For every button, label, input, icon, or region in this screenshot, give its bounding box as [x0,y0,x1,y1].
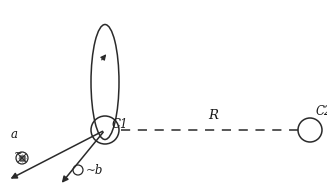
Text: a: a [10,128,18,141]
Text: ~b: ~b [86,164,103,176]
Text: C1: C1 [112,118,129,131]
Text: ~: ~ [14,149,22,159]
Text: R: R [208,109,218,122]
Text: C2: C2 [316,105,327,118]
